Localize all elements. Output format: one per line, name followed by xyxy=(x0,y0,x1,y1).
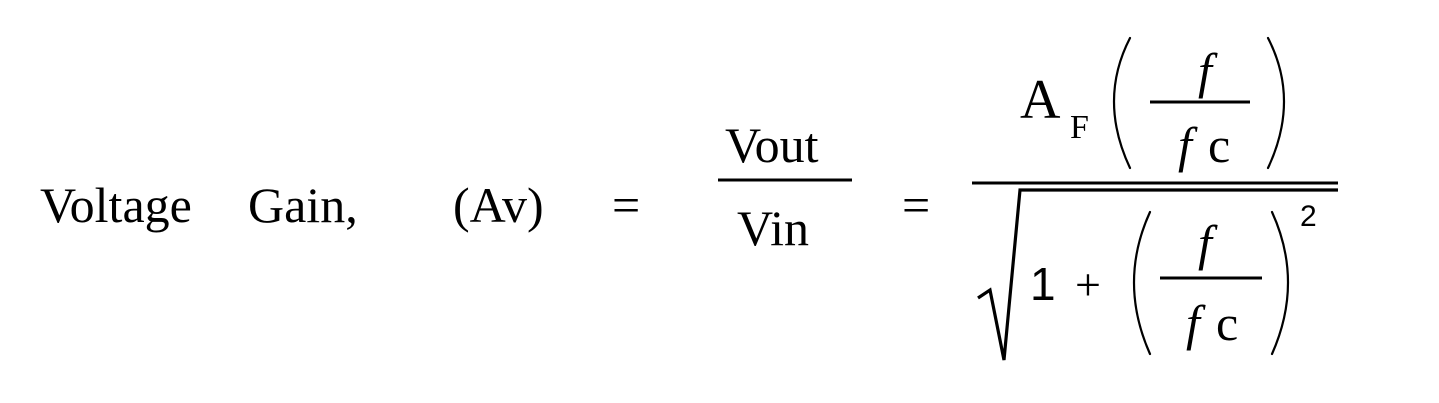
label-voltage: Voltage xyxy=(40,177,192,233)
equals-sign-2: = xyxy=(902,177,930,233)
fraction-vout: Vout xyxy=(725,117,819,173)
numerator-right-paren xyxy=(1266,36,1286,170)
exponent-two: 2 xyxy=(1300,200,1317,233)
denominator-one: 1 xyxy=(1030,258,1056,310)
denominator-plus: + xyxy=(1075,259,1101,310)
label-av: (Av) xyxy=(453,177,544,233)
gain-subscript-f: F xyxy=(1070,109,1089,146)
numerator-ratio-fc-c: c xyxy=(1208,117,1230,173)
equals-sign-1: = xyxy=(612,177,640,233)
fraction-vin: Vin xyxy=(737,200,809,256)
denominator-left-paren xyxy=(1132,210,1152,356)
square-root-radical xyxy=(977,188,1338,361)
numerator-ratio-fc-f: f xyxy=(1178,117,1198,173)
numerator-left-paren xyxy=(1112,36,1132,170)
denominator-ratio-fc-f: f xyxy=(1186,295,1206,351)
gain-symbol-a: A xyxy=(1020,69,1061,131)
numerator-ratio-f: f xyxy=(1198,43,1218,99)
label-gain: Gain, xyxy=(248,177,358,233)
denominator-ratio-fc-c: c xyxy=(1216,295,1238,351)
denominator-ratio-f: f xyxy=(1198,215,1218,271)
denominator-right-paren xyxy=(1270,210,1290,356)
